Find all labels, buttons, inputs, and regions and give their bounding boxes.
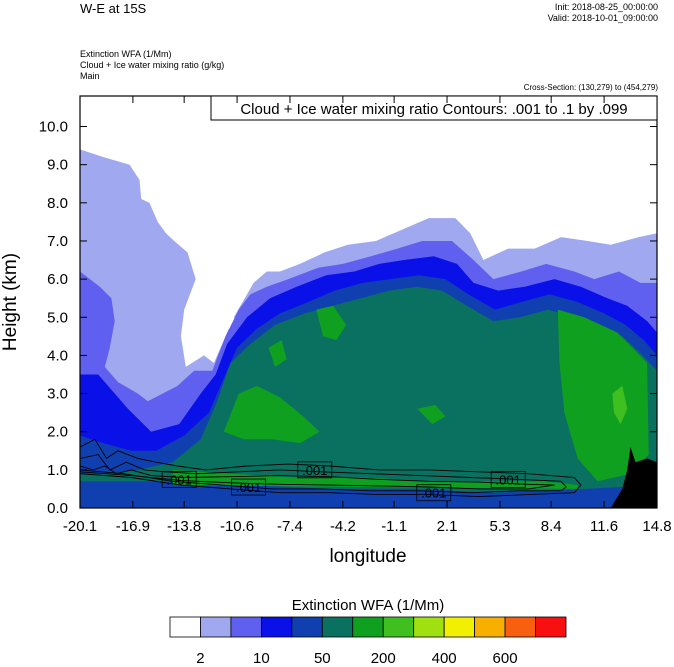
y-tick-label-7: 7.0 — [47, 233, 68, 250]
field-subtitle-mixing-ratio: Cloud + Ice water mixing ratio (g/kg) — [80, 60, 225, 70]
colorbar-cell-3 — [260, 616, 293, 638]
colorbar-cell-7 — [382, 616, 415, 638]
colorbar-cell-9 — [443, 616, 476, 638]
contour-info-text: Cloud + Ice water mixing ratio Contours:… — [240, 101, 627, 118]
y-axis-label: Height (km) — [0, 253, 21, 351]
y-axis: 0.0 1.0 2.0 3.0 4.0 5.0 6.0 7.0 8.0 9.0 10.0 — [39, 119, 657, 517]
y-tick-label-1: 1.0 — [47, 462, 68, 479]
x-tick-label-4: -7.4 — [277, 518, 303, 535]
x-axis-label: longitude — [329, 546, 406, 567]
x-axis: -20.1 -16.9 -13.8 -10.6 -7.4 -4.2 -1.1 2.1 5.3 8.… — [63, 96, 672, 535]
valid-time: Valid: 2018-10-01_09:00:00 — [547, 13, 658, 23]
x-tick-label-1: -16.9 — [116, 518, 150, 535]
colorbar-cell-11 — [504, 616, 536, 638]
y-tick-label-4: 4.0 — [47, 347, 68, 364]
contour-label-box-1 — [231, 478, 267, 496]
y-tick-label-5: 5.0 — [47, 309, 68, 326]
contour-label-0: .001 — [167, 472, 192, 487]
terrain-shape — [610, 447, 657, 508]
cross-section-label: Cross-Section: (130,279) to (454,279) — [523, 83, 658, 92]
x-tick-label-2: -13.8 — [167, 518, 201, 535]
x-tick-label-6: -1.1 — [381, 518, 407, 535]
colorbar-label-5: 600 — [493, 650, 518, 667]
plot-title: W-E at 15S — [80, 1, 147, 16]
contour-line-2 — [80, 465, 555, 490]
terrain-layer — [610, 447, 657, 508]
colorbar-label-4: 400 — [432, 650, 457, 667]
colorbar: 2 10 50 200 400 600 — [169, 616, 567, 667]
extinction-region-6-level-6 — [316, 305, 347, 341]
extinction-region-8-level-6 — [557, 309, 649, 482]
extinction-fill-layer — [80, 96, 657, 508]
colorbar-title: Extinction WFA (1/Mm) — [292, 597, 445, 614]
colorbar-label-3: 200 — [371, 650, 396, 667]
extinction-region-10-level-6 — [417, 405, 446, 425]
colorbar-cell-5 — [321, 616, 354, 638]
contour-label-box-4 — [490, 470, 526, 488]
x-tick-label-8: 5.3 — [490, 518, 511, 535]
x-tick-label-10: 11.6 — [590, 518, 618, 535]
contour-label-1: .001 — [236, 480, 261, 495]
colorbar-cell-4 — [291, 616, 323, 638]
colorbar-cell-2 — [230, 616, 262, 638]
colorbar-cell-8 — [413, 616, 445, 638]
extinction-region-4-level-5 — [80, 286, 657, 493]
y-tick-label-0: 0.0 — [47, 500, 68, 517]
contour-label-box-3 — [416, 484, 452, 502]
extinction-region-5-level-6 — [223, 385, 320, 444]
contour-layer: .001 .001 .001 .001 .001 — [80, 438, 582, 502]
contour-label-3: .001 — [421, 486, 446, 501]
colorbar-cell-10 — [474, 616, 506, 638]
contour-label-box-2 — [297, 461, 333, 479]
x-tick-label-5: -4.2 — [330, 518, 356, 535]
x-tick-label-0: -20.1 — [63, 518, 97, 535]
colorbar-cell-6 — [352, 616, 384, 638]
colorbar-label-2: 50 — [314, 650, 331, 667]
x-tick-label-3: -10.6 — [220, 518, 254, 535]
extinction-region-7-level-6 — [268, 340, 287, 367]
colorbar-label-1: 10 — [253, 650, 270, 667]
contour-label-box-0 — [161, 470, 197, 488]
extinction-region-11-level-7 — [612, 385, 628, 425]
contour-label-4: .001 — [496, 472, 521, 487]
field-subtitle-extinction: Extinction WFA (1/Mm) — [80, 49, 172, 59]
y-tick-label-9: 9.0 — [47, 157, 68, 174]
colorbar-cell-0 — [169, 616, 201, 638]
y-tick-label-2: 2.0 — [47, 424, 68, 441]
x-tick-label-9: 8.4 — [541, 518, 562, 535]
colorbar-label-0: 2 — [196, 650, 204, 667]
y-tick-label-8: 8.0 — [47, 195, 68, 212]
y-tick-label-3: 3.0 — [47, 386, 68, 403]
contour-label-2: .001 — [302, 463, 327, 478]
contour-info-box: Cloud + Ice water mixing ratio Contours:… — [210, 95, 658, 121]
init-time: Init: 2018-08-25_00:00:00 — [554, 2, 658, 12]
colorbar-cell-12 — [535, 616, 567, 638]
y-tick-label-10: 10.0 — [39, 119, 68, 136]
colorbar-cell-1 — [200, 616, 232, 638]
x-tick-label-11: 14.8 — [642, 518, 671, 535]
contour-line-1 — [80, 454, 567, 494]
field-subtitle-main: Main — [80, 71, 100, 81]
x-tick-label-7: 2.1 — [437, 518, 458, 535]
contour-line-0 — [80, 438, 582, 498]
y-tick-label-6: 6.0 — [47, 271, 68, 288]
